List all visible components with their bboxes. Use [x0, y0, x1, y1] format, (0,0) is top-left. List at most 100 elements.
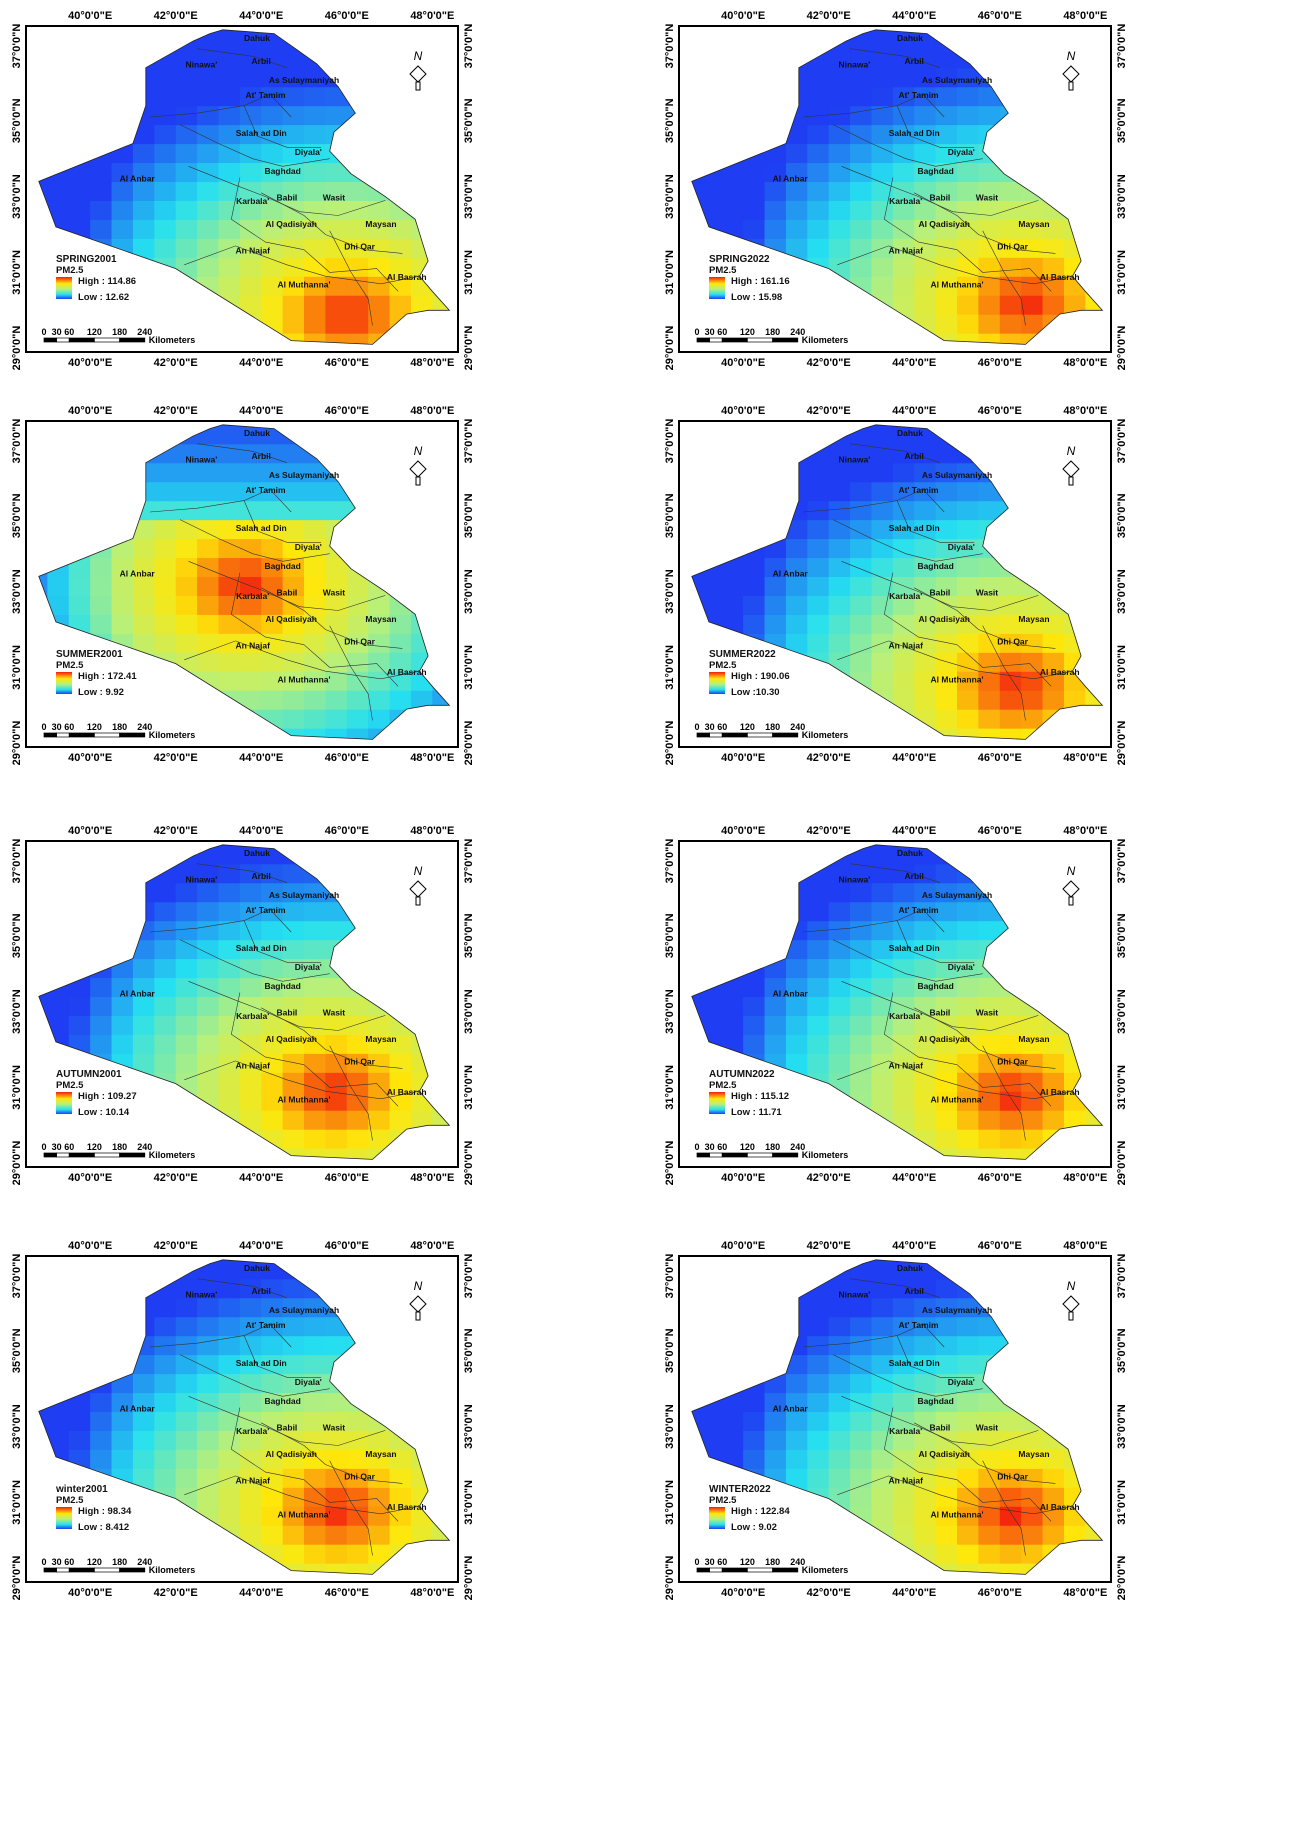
province-border: [802, 488, 945, 513]
pm25-cell: [175, 1392, 198, 1413]
pm25-cell: [935, 557, 958, 578]
pm25-cell: [807, 462, 830, 483]
svg-text:N: N: [1067, 444, 1076, 458]
pm25-cell: [261, 219, 284, 239]
legend-low: Low :10.30: [731, 687, 780, 698]
pm25-cell: [1021, 238, 1044, 258]
latitude-label: 31°0'0"N: [463, 1065, 472, 1110]
pm25-cell: [325, 1392, 348, 1413]
svg-text:Kilometers: Kilometers: [802, 1150, 849, 1160]
longitude-label: 46°0'0"E: [978, 1172, 1022, 1184]
pm25-cell: [1042, 1525, 1065, 1545]
pm25-cell: [892, 939, 915, 960]
pm25-cell: [914, 200, 937, 220]
pm25-cell: [218, 443, 241, 464]
pm25-cell: [261, 538, 284, 559]
pm25-cell: [914, 1278, 937, 1299]
pm25-cell: [261, 1053, 284, 1073]
pm25-cell: [368, 1430, 391, 1450]
pm25-cell: [957, 1468, 980, 1488]
pm25-cell: [261, 996, 284, 1016]
pm25-cell: [892, 1110, 915, 1130]
pm25-cell: [935, 1544, 958, 1564]
pm25-cell: [175, 1449, 198, 1469]
province-border: [850, 443, 940, 463]
longitude-label: 48°0'0"E: [410, 1172, 454, 1184]
pm25-cell: [239, 882, 262, 903]
pm25-cell: [999, 333, 1022, 345]
pm25-cell: [368, 1487, 391, 1507]
province-label: Babil: [930, 1422, 951, 1432]
pm25-cell: [218, 1392, 241, 1413]
province-border: [802, 908, 945, 933]
pm25-cell: [239, 238, 262, 258]
pm25-cell: [132, 576, 155, 596]
latitude-label: 31°0'0"N: [1116, 1480, 1125, 1525]
pm25-cell: [346, 1091, 369, 1111]
pm25-cell: [978, 996, 1001, 1016]
pm25-cell: [914, 958, 937, 979]
pm25-cell: [218, 844, 241, 865]
pm25-cell: [957, 143, 980, 164]
pm25-cell: [197, 219, 220, 239]
pm25-cell: [957, 238, 980, 258]
pm25-cell: [132, 633, 155, 653]
pm25-cell: [282, 1053, 305, 1073]
pm25-cell: [346, 219, 369, 239]
latitude-label: 35°0'0"N: [1116, 913, 1125, 958]
pm25-cell: [999, 576, 1022, 596]
province-label: An Najaf: [235, 1060, 270, 1070]
pm25-cell: [239, 958, 262, 979]
pm25-cell: [175, 901, 198, 922]
pm25-cell: [914, 690, 937, 710]
pm25-cell: [850, 48, 873, 69]
pm25-cell: [871, 576, 894, 596]
pm25-cell: [978, 1392, 1001, 1413]
pm25-cell: [850, 1034, 873, 1054]
pm25-cell: [389, 238, 412, 258]
pm25-cell: [892, 295, 915, 315]
pm25-cell: [850, 939, 873, 960]
pm25-cell: [304, 1430, 327, 1450]
province-border: [230, 992, 305, 1065]
legend-color-ramp: [709, 672, 725, 694]
pm25-cell: [282, 500, 305, 521]
pm25-cell: [785, 958, 808, 979]
pm25-cell: [154, 1449, 177, 1469]
pm25-cell: [282, 920, 305, 941]
pm25-cell: [346, 1563, 369, 1575]
pm25-cell: [346, 709, 369, 729]
pm25-cell: [346, 238, 369, 258]
longitude-label: 42°0'0"E: [154, 10, 198, 22]
pm25-cell: [197, 1335, 220, 1356]
province-label: Baghdad: [917, 981, 953, 991]
svg-text:30: 30: [52, 1557, 62, 1567]
pm25-cell: [111, 1430, 134, 1450]
pm25-cell: [218, 882, 241, 903]
pm25-cell: [389, 295, 412, 315]
pm25-cell: [239, 633, 262, 653]
pm25-cell: [892, 481, 915, 502]
pm25-cell: [785, 595, 808, 615]
pm25-cell: [807, 124, 830, 145]
longitude-label: 40°0'0"E: [721, 752, 765, 764]
province-border: [832, 519, 983, 562]
svg-text:120: 120: [740, 1557, 755, 1567]
latitude-label: 35°0'0"N: [1116, 493, 1125, 538]
legend-subtitle: PM2.5: [56, 265, 84, 276]
latitude-label: 35°0'0"N: [664, 913, 676, 958]
pm25-cell: [871, 882, 894, 903]
pm25-cell: [978, 633, 1001, 653]
pm25-cell: [239, 901, 262, 922]
pm25-cell: [261, 200, 284, 220]
pm25-cell: [282, 1091, 305, 1111]
pm25-cell: [785, 143, 808, 164]
pm25-cell: [807, 901, 830, 922]
legend-color-ramp: [56, 277, 72, 299]
pm25-cell: [892, 1449, 915, 1469]
pm25-cell: [218, 1316, 241, 1337]
pm25-cell: [132, 1468, 155, 1488]
pm25-cell: [850, 257, 873, 277]
province-label: Al Qadisiyah: [918, 1449, 970, 1459]
pm25-cell: [743, 977, 766, 998]
